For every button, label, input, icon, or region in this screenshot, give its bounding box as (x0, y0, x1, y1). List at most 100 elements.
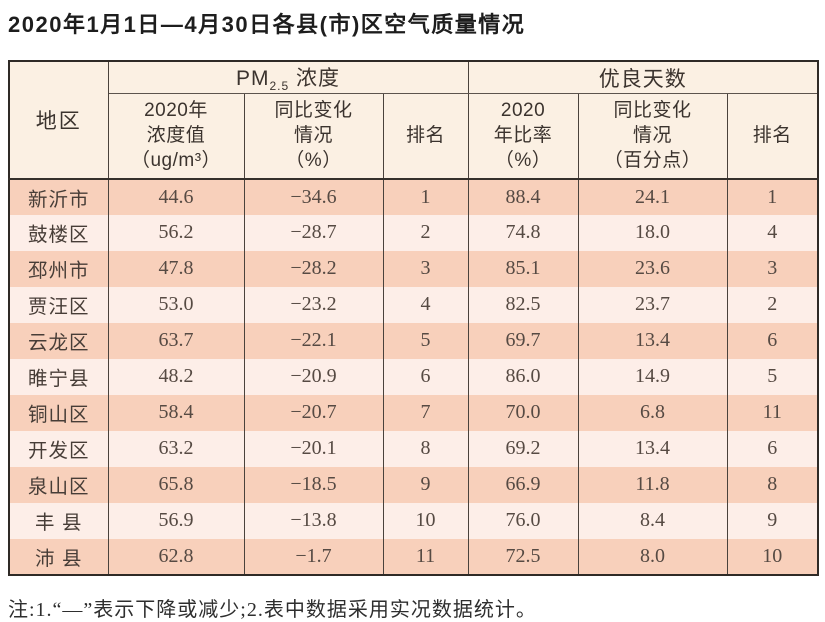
cell-pm-value: 47.8 (107, 250, 245, 287)
cell-pm-rank: 4 (382, 286, 469, 323)
cell-good-rate: 66.9 (467, 466, 579, 503)
cell-pm-change: −22.1 (243, 322, 384, 359)
cell-region: 睢宁县 (8, 358, 109, 395)
cell-good-change: 13.4 (577, 430, 728, 467)
cell-pm-rank: 10 (382, 502, 469, 539)
cell-good-change: 11.8 (577, 466, 728, 503)
group-header-good-days: 优良天数 (467, 61, 819, 95)
cell-good-change: 18.0 (577, 214, 728, 251)
cell-good-rank: 5 (726, 358, 819, 395)
cell-pm-value: 56.9 (107, 502, 245, 539)
cell-good-rate: 74.8 (467, 214, 579, 251)
cell-good-rate: 70.0 (467, 394, 579, 431)
pm25-subscript: 2.5 (269, 79, 290, 94)
cell-good-change: 8.4 (577, 502, 728, 539)
table-row: 云龙区 63.7 −22.1 5 69.7 13.4 6 (8, 322, 819, 359)
table-row: 邳州市 47.8 −28.2 3 85.1 23.6 3 (8, 250, 819, 287)
cell-region: 丰 县 (8, 502, 109, 539)
cell-good-rate: 76.0 (467, 502, 579, 539)
cell-pm-value: 48.2 (107, 358, 245, 395)
cell-region: 开发区 (8, 430, 109, 467)
cell-good-rank: 2 (726, 286, 819, 323)
pm25-suffix: 浓度 (289, 67, 341, 90)
cell-pm-rank: 8 (382, 430, 469, 467)
cell-pm-value: 63.2 (107, 430, 245, 467)
column-header-pm-value: 2020年 浓度值 （ug/m³） (107, 93, 245, 179)
cell-pm-value: 56.2 (107, 214, 245, 251)
column-header-good-rate: 2020 年比率 （%） (467, 93, 579, 179)
column-header-good-change: 同比变化 情况 （百分点） (577, 93, 728, 179)
cell-good-rank: 6 (726, 322, 819, 359)
sub-header-row: 2020年 浓度值 （ug/m³） 同比变化 情况 （%） 排名 2020 年比… (9, 93, 819, 179)
cell-region: 邳州市 (8, 250, 109, 287)
header-line: 同比变化 (613, 100, 692, 122)
column-header-pm-rank: 排名 (382, 93, 469, 179)
header-line: 浓度值 (146, 125, 206, 147)
cell-region: 云龙区 (8, 322, 109, 359)
cell-pm-rank: 9 (382, 466, 469, 503)
group-header-row: 地区 PM2.5 浓度 优良天数 (8, 61, 819, 179)
column-header-good-rank: 排名 (726, 93, 819, 179)
cell-pm-rank: 3 (382, 250, 469, 287)
cell-good-rate: 85.1 (467, 250, 579, 287)
cell-pm-change: −20.9 (243, 358, 384, 395)
cell-pm-value: 44.6 (107, 178, 245, 215)
cell-pm-value: 53.0 (107, 286, 245, 323)
cell-good-rank: 6 (726, 430, 819, 467)
header-line: 情况 (633, 125, 673, 147)
cell-good-change: 14.9 (577, 358, 728, 395)
table-row: 贾汪区 53.0 −23.2 4 82.5 23.7 2 (8, 286, 819, 323)
column-header-region: 地区 (8, 61, 109, 179)
cell-pm-rank: 11 (382, 538, 469, 575)
cell-pm-change: −28.7 (243, 214, 384, 251)
cell-good-change: 13.4 (577, 322, 728, 359)
cell-pm-value: 65.8 (107, 466, 245, 503)
header-line: 2020年 (144, 100, 208, 122)
page-title: 2020年1月1日—4月30日各县(市)区空气质量情况 (8, 12, 526, 37)
cell-pm-change: −13.8 (243, 502, 384, 539)
cell-pm-value: 58.4 (107, 394, 245, 431)
header-line: （百分点） (603, 150, 702, 172)
cell-region: 鼓楼区 (8, 214, 109, 251)
cell-good-rate: 82.5 (467, 286, 579, 323)
cell-good-rate: 88.4 (467, 178, 579, 215)
table-header: 地区 PM2.5 浓度 优良天数 2020年 浓度值 （ug/m³） 同比变化 … (8, 61, 819, 179)
cell-pm-value: 63.7 (107, 322, 245, 359)
cell-pm-change: −1.7 (243, 538, 384, 575)
cell-good-change: 24.1 (577, 178, 728, 215)
cell-good-rank: 10 (726, 538, 819, 575)
cell-good-rank: 9 (726, 502, 819, 539)
header-line: 同比变化 (274, 100, 353, 122)
cell-good-rate: 72.5 (467, 538, 579, 575)
cell-good-rank: 11 (726, 394, 819, 431)
cell-pm-change: −28.2 (243, 250, 384, 287)
cell-pm-rank: 7 (382, 394, 469, 431)
cell-good-change: 23.7 (577, 286, 728, 323)
header-line: 情况 (293, 125, 333, 147)
air-quality-table: 地区 PM2.5 浓度 优良天数 2020年 浓度值 （ug/m³） 同比变化 … (8, 60, 820, 576)
table-row: 新沂市 44.6 −34.6 1 88.4 24.1 1 (8, 178, 819, 215)
cell-pm-change: −20.1 (243, 430, 384, 467)
header-line: （ug/m³） (130, 150, 222, 172)
table-row: 沛 县 62.8 −1.7 11 72.5 8.0 10 (8, 538, 819, 575)
cell-pm-rank: 5 (382, 322, 469, 359)
cell-region: 铜山区 (8, 394, 109, 431)
cell-good-rank: 3 (726, 250, 819, 287)
cell-good-rank: 4 (726, 214, 819, 251)
cell-pm-change: −18.5 (243, 466, 384, 503)
cell-good-change: 23.6 (577, 250, 728, 287)
table-body: 新沂市 44.6 −34.6 1 88.4 24.1 1 鼓楼区 56.2 −2… (8, 178, 819, 575)
table-row: 铜山区 58.4 −20.7 7 70.0 6.8 11 (8, 394, 819, 431)
table-row: 丰 县 56.9 −13.8 10 76.0 8.4 9 (8, 502, 819, 539)
page: 2020年1月1日—4月30日各县(市)区空气质量情况 地区 PM2.5 浓度 … (8, 10, 820, 622)
cell-pm-rank: 1 (382, 178, 469, 215)
header-line: 2020 (500, 100, 546, 122)
cell-region: 沛 县 (8, 538, 109, 575)
cell-good-rank: 8 (726, 466, 819, 503)
header-line: （%） (285, 150, 342, 172)
cell-region: 新沂市 (8, 178, 109, 215)
cell-region: 贾汪区 (8, 286, 109, 323)
cell-pm-value: 62.8 (107, 538, 245, 575)
cell-good-rate: 69.7 (467, 322, 579, 359)
footnote: 注:1.“—”表示下降或减少;2.表中数据采用实况数据统计。 (8, 598, 537, 621)
